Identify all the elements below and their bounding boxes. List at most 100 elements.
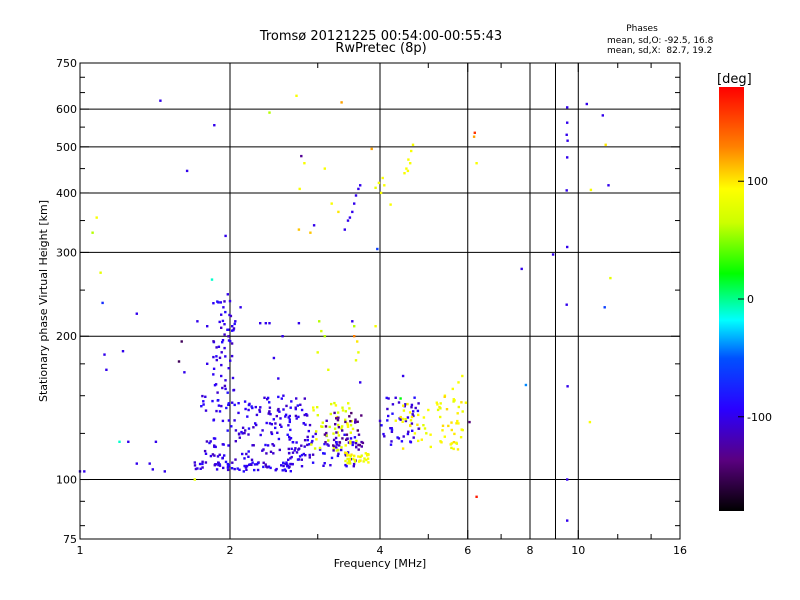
data-point-cluster (248, 463, 251, 466)
data-point-cluster (310, 443, 313, 446)
y-tick-label: 100 (56, 474, 77, 487)
data-point-cluster (285, 404, 288, 408)
data-point (193, 478, 196, 481)
data-point-cluster (417, 413, 420, 417)
data-point (343, 228, 346, 231)
data-point-cluster (274, 426, 277, 430)
data-point-cluster (304, 454, 307, 457)
data-point (268, 111, 271, 114)
data-point-cluster (226, 462, 229, 466)
data-point-cluster (349, 462, 352, 465)
data-point-cluster (202, 400, 205, 403)
data-point-cluster (316, 414, 319, 417)
data-point-cluster (220, 363, 223, 367)
data-point (585, 102, 588, 106)
data-point-cluster (311, 435, 315, 438)
data-point-cluster (245, 468, 248, 471)
data-point (303, 162, 306, 165)
data-point-cluster (344, 420, 347, 424)
data-point-cluster (300, 453, 304, 457)
data-point-cluster (279, 423, 282, 426)
data-point (290, 447, 293, 450)
data-point-cluster (341, 437, 344, 440)
data-point-cluster (364, 452, 367, 455)
data-point-cluster (422, 424, 425, 427)
data-point-cluster (218, 453, 221, 456)
x-tick-label: 2 (227, 544, 234, 557)
data-point (118, 440, 121, 443)
data-point (461, 374, 464, 378)
data-point-cluster (204, 409, 208, 412)
data-point-cluster (241, 426, 245, 429)
data-point (281, 335, 284, 338)
data-point-cluster (340, 425, 344, 428)
data-point (154, 440, 158, 443)
data-point (151, 468, 154, 471)
data-point-cluster (268, 406, 272, 409)
data-point-cluster (255, 463, 259, 466)
data-point-cluster (234, 458, 237, 461)
data-point-cluster (338, 441, 342, 444)
data-point-cluster (269, 450, 273, 453)
y-axis: 75 100 200 300 400 500 600 750 (56, 57, 680, 546)
data-point-cluster (196, 467, 199, 470)
data-point-cluster (300, 465, 304, 468)
data-point-cluster (193, 461, 196, 464)
data-point (103, 353, 106, 356)
data-point-cluster (253, 468, 256, 472)
data-point (468, 420, 471, 424)
data-point (359, 381, 362, 384)
data-point-cluster (338, 444, 341, 447)
data-point-cluster (362, 460, 365, 463)
data-point (323, 167, 326, 170)
data-point-cluster (212, 302, 215, 305)
data-point-cluster (198, 462, 202, 466)
data-point-cluster (246, 415, 249, 418)
data-point-cluster (201, 466, 204, 469)
data-point-cluster (296, 458, 300, 461)
data-point-cluster (456, 419, 459, 423)
data-point-cluster (267, 465, 271, 468)
data-point (435, 401, 438, 404)
data-point (282, 394, 285, 397)
x-tick-label: 6 (464, 544, 471, 557)
data-point (353, 325, 356, 328)
data-point-cluster (203, 449, 207, 453)
data-point (177, 360, 181, 363)
data-point-cluster (204, 395, 207, 398)
data-point-cluster (212, 355, 215, 359)
data-point-cluster (268, 401, 271, 404)
data-point-cluster (227, 419, 231, 422)
data-point-cluster (226, 468, 230, 472)
data-point-cluster (450, 421, 453, 424)
data-point-cluster (224, 355, 227, 358)
data-point-cluster (455, 441, 458, 444)
data-point-cluster (349, 420, 352, 423)
data-point-cluster (204, 461, 208, 464)
data-point (374, 186, 377, 189)
data-point-cluster (306, 435, 309, 439)
data-point-cluster (290, 455, 293, 459)
data-point-cluster (354, 418, 357, 421)
data-point-cluster (304, 423, 307, 426)
data-point-cluster (353, 436, 357, 439)
data-point (228, 299, 232, 303)
data-point-cluster (224, 379, 227, 382)
data-point-cluster (329, 412, 332, 416)
data-point-cluster (286, 433, 289, 436)
data-point-cluster (248, 402, 251, 406)
y-tick-label: 500 (56, 141, 77, 154)
y-tick-label: 400 (56, 187, 77, 200)
data-point (351, 210, 354, 214)
data-point-cluster (396, 436, 399, 439)
data-point-cluster (324, 425, 328, 428)
data-point-cluster (459, 436, 463, 439)
data-point (101, 301, 104, 305)
data-point-cluster (403, 405, 406, 408)
data-point-cluster (386, 419, 389, 422)
data-point (241, 432, 244, 435)
data-point-cluster (335, 417, 338, 420)
data-point-cluster (321, 421, 324, 424)
data-point-cluster (334, 423, 337, 426)
data-point-cluster (254, 405, 257, 409)
